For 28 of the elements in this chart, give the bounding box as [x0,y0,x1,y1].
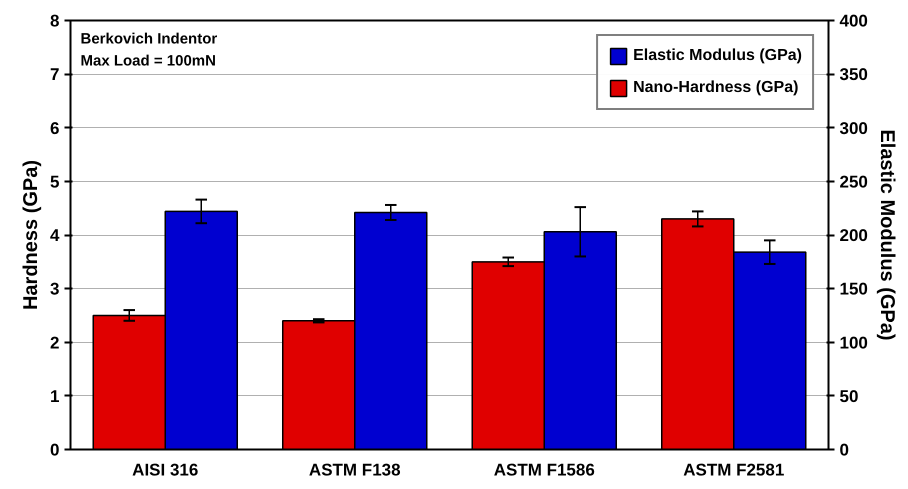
y-tick-label: 0 [50,440,60,460]
x-tick-label: ASTM F138 [308,460,401,480]
x-tick-label: ASTM F1586 [494,460,595,480]
legend-label: Elastic Modulus (GPa) [633,47,802,65]
x-tick-label: ASTM F2581 [683,460,784,480]
y2-tick-label: 150 [840,280,868,299]
y-tick-label: 2 [50,333,60,352]
y2-tick-label: 50 [840,386,858,406]
x-tick-label: AISI 316 [132,460,198,480]
y2-axis-title: Elastic Modulus (GPa) [876,129,898,341]
y-tick-label: 7 [50,65,60,84]
y2-tick-label: 0 [840,440,849,460]
annotation: Max Load = 100mN [80,52,216,70]
y-axis-title: Hardness (GPa) [20,160,42,310]
y2-tick-label: 300 [840,118,868,138]
y-tick-label: 8 [50,12,60,30]
y2-tick-label: 200 [840,226,868,245]
legend-label: Nano-Hardness (GPa) [633,79,798,97]
y-tick-label: 4 [50,226,60,245]
y-tick-label: 3 [50,280,60,299]
y2-tick-label: 350 [840,65,868,84]
annotation: Berkovich Indentor [80,30,218,48]
y2-tick-label: 250 [840,172,868,192]
y-tick-label: 1 [50,386,60,406]
y2-tick-label: 100 [840,333,868,352]
y-tick-label: 6 [50,118,60,138]
y2-tick-label: 400 [840,12,868,30]
y-tick-label: 5 [50,172,60,192]
